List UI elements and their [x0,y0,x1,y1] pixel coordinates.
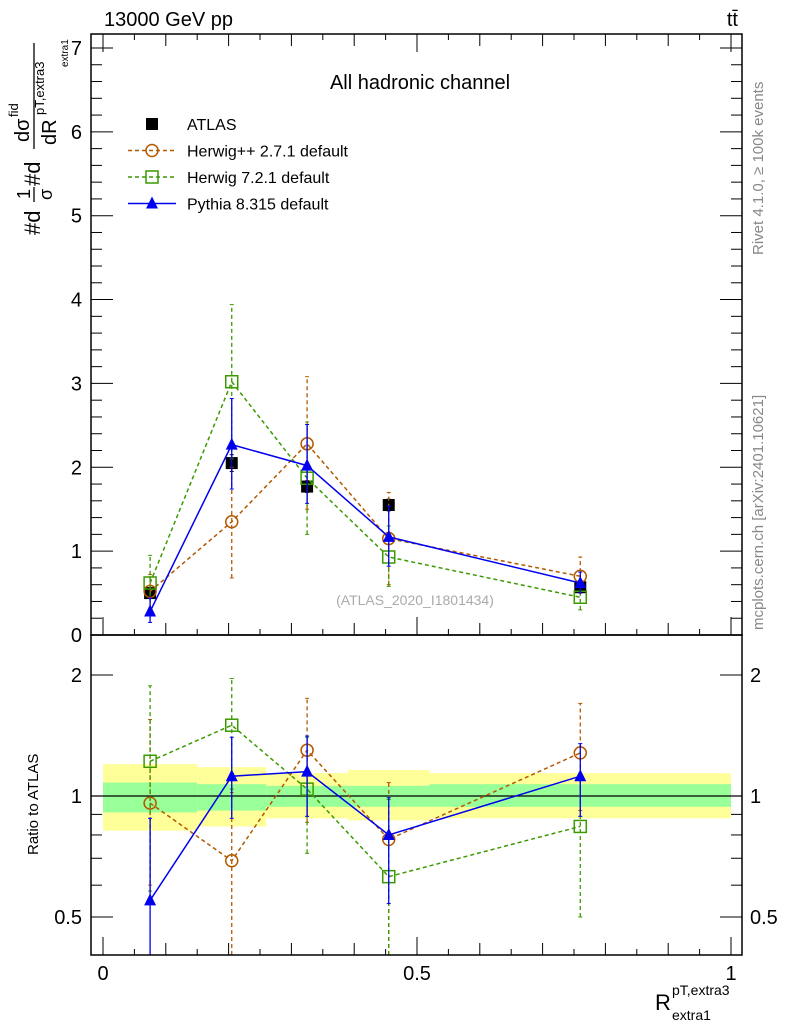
ratio-y-tick-label-right: 1 [750,786,761,808]
ratio-y-label: Ratio to ATLAS [25,754,42,855]
x-tick-label: 1 [725,963,736,985]
data-point [224,854,239,868]
legend-marker [145,170,159,184]
data-point [301,458,314,471]
data-point [144,893,157,906]
series-pythia-8-315-default [144,735,587,956]
y-tick-label: 0 [71,625,82,647]
series-herwig-2-7-1-default [143,697,588,956]
ylabel-part: pT,extra3 [32,62,47,115]
y-tick-label: 1 [71,541,82,563]
series-atlas [144,454,587,600]
data-point [224,374,239,389]
series-pythia-8-315-default [144,398,587,623]
x-axis-label: R pT,extra3 extra1 [655,982,730,1023]
data-point [144,604,157,617]
header-left: 13000 GeV pp [104,9,233,31]
y-tick-label: 2 [71,457,82,479]
data-point [224,515,239,529]
xlabel-sub: extra1 [672,1007,711,1023]
data-point [143,754,157,769]
legend-label: Herwig++ 2.7.1 default [187,144,349,161]
data-point [143,576,157,590]
data-point [574,576,587,589]
series-line [149,443,581,612]
data-point [574,769,587,782]
series-line [149,442,581,592]
data-point [573,819,588,834]
data-marks [143,304,588,956]
legend-marker [146,196,158,209]
watermark: (ATLAS_2020_I1801434) [336,592,494,608]
series-line [149,724,581,878]
x-tick-label: 0 [97,963,108,985]
ratio-uncertainty-bands [103,764,731,831]
ylabel-part: dR [39,119,61,145]
ratio-y-tick-label: 2 [71,665,82,687]
series-line [149,380,581,598]
ylabel-part: #d [20,162,45,186]
data-point [225,769,238,782]
ylabel-part: fid [6,103,21,117]
ylabel-part: extra1 [60,39,71,67]
header-right: tt̄ [727,9,739,31]
ylabel-part: #d [20,211,45,235]
ylabel-part: 1 [14,189,34,199]
legend-label: ATLAS [187,117,237,134]
legend: ATLAS Herwig++ 2.7.1 default Herwig 7.2.1 … [128,117,349,214]
data-point [382,529,395,542]
ylabel-part: σ [36,189,56,200]
ratio-y-tick-label-right: 0.5 [750,907,778,929]
data-point [225,437,238,450]
side-label-top: Rivet 4.1.0, ≥ 100k events [750,82,767,255]
ratio-y-tick-label-right: 2 [750,665,761,687]
plot-title: All hadronic channel [330,72,510,94]
legend-label: Pythia 8.315 default [187,197,329,214]
y-tick-label: 5 [71,206,82,228]
x-tick-label: 0.5 [403,963,431,985]
data-point [301,764,314,777]
ratio-y-tick-label: 0.5 [54,907,82,929]
side-label-bottom: mcplots.cern.ch [arXiv:2401.10621] [750,395,767,630]
legend-marker [146,118,158,130]
y-axis-label: #d 1 σ #d dσ fid dR pT,extra3 extra1 [6,39,71,235]
y-tick-label: 7 [71,38,82,60]
data-point [224,718,239,732]
xlabel-sup: pT,extra3 [672,982,730,998]
series-herwig-2-7-1-default [143,376,588,609]
xlabel-main: R [655,990,671,1015]
series-herwig-7-2-1-default [143,304,588,611]
legend-marker [145,143,159,158]
ratio-y-tick-label: 1 [71,786,82,808]
ylabel-part: dσ [12,118,34,142]
axis-ticks: 0 1 2 3 4 5 6 7 0 0.5 1 0.5 0.5 1 1 2 2 [54,34,778,985]
y-tick-label: 4 [71,290,82,312]
legend-label: Herwig 7.2.1 default [187,170,330,187]
data-point [382,827,395,840]
y-tick-label: 6 [71,122,82,144]
y-tick-label: 3 [71,373,82,395]
